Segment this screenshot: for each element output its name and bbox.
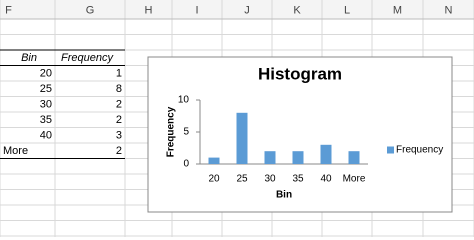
bar xyxy=(264,151,276,164)
table-cell: 3 xyxy=(116,130,122,142)
column-header: J xyxy=(244,4,250,16)
x-tick-label: 30 xyxy=(264,174,276,185)
column-header: K xyxy=(293,4,301,16)
table-cell: 30 xyxy=(40,99,52,111)
y-tick-label: 10 xyxy=(178,95,190,106)
bar xyxy=(292,151,304,164)
x-tick-label: 40 xyxy=(320,174,332,185)
bar xyxy=(208,157,220,164)
y-tick-label: 5 xyxy=(183,127,189,138)
bar xyxy=(236,112,248,164)
table-cell: 40 xyxy=(40,130,52,142)
x-tick-label: 20 xyxy=(208,174,220,185)
y-tick-label: 0 xyxy=(183,159,189,170)
column-header: G xyxy=(86,4,95,16)
x-tick-label: 35 xyxy=(292,174,304,185)
table-cell: 20 xyxy=(40,68,52,80)
column-header: I xyxy=(195,4,198,16)
table-cell: 2 xyxy=(116,114,122,126)
legend-label: Frequency xyxy=(396,145,443,156)
x-axis-title: Bin xyxy=(276,190,292,201)
y-axis-title: Frequency xyxy=(166,106,177,157)
table-header: Frequency xyxy=(61,52,114,64)
x-tick-label: 25 xyxy=(236,174,248,185)
table-cell: More xyxy=(3,145,28,157)
column-header: L xyxy=(344,4,350,16)
table-cell: 2 xyxy=(116,99,122,111)
table-cell: 1 xyxy=(116,68,122,80)
table-cell: 2 xyxy=(116,145,122,157)
x-tick-label: More xyxy=(343,174,366,185)
table-cell: 35 xyxy=(40,114,52,126)
table-cell: 25 xyxy=(40,83,52,95)
bar xyxy=(348,151,360,164)
chart[interactable]: Histogram Bin Frequency 0 5 10 20 25 30 35 40 Mo… xyxy=(147,56,453,213)
table-cell: 8 xyxy=(116,83,122,95)
bar xyxy=(320,144,332,164)
column-header: F xyxy=(5,4,12,16)
chart-title: Histogram xyxy=(258,64,342,83)
column-header: H xyxy=(145,4,153,16)
column-header-bar xyxy=(0,0,474,19)
table-header: Bin xyxy=(21,52,37,64)
column-header: M xyxy=(393,4,402,16)
legend-swatch xyxy=(387,146,394,154)
column-header: N xyxy=(445,4,453,16)
chart-frame xyxy=(147,56,453,213)
